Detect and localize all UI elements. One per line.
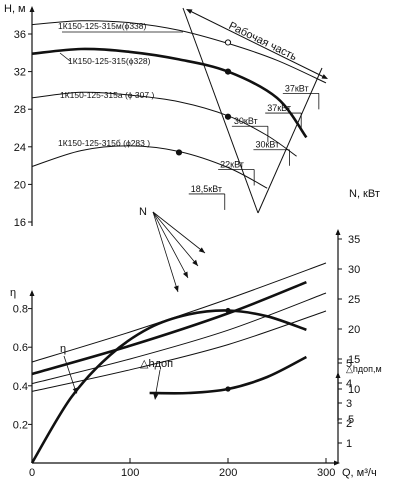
head-curve-label: 1К150-125-315м(ϕ338): [58, 21, 147, 31]
power-label-arrowhead: [192, 259, 198, 266]
npsh-tick-label: 4: [346, 378, 352, 390]
power-label-arrow: [152, 211, 179, 293]
motor-power-label: 30кВт: [234, 116, 258, 126]
head-curve-label: 1К150-125-315а (ϕ 307 ): [60, 90, 154, 100]
head-tick-label: 20: [14, 179, 26, 191]
curves-layer: [30, 7, 328, 464]
duty-point: [224, 39, 232, 46]
efficiency-axis-label: η: [10, 287, 16, 299]
efficiency-curve-label: η: [60, 343, 66, 355]
head-tick-label: 24: [14, 142, 26, 154]
npsh-label-leader: [154, 369, 161, 399]
head-tick-label: 28: [14, 104, 26, 116]
power-tick-label: 20: [348, 324, 360, 336]
head-curve: [31, 47, 308, 139]
q-tick-label: 200: [219, 467, 237, 479]
working-zone-arrow-left: [186, 9, 193, 14]
head-tick-label: 32: [14, 67, 26, 79]
power-axis-label: N, кВт: [349, 188, 380, 200]
npsh-tick-label: 2: [346, 418, 352, 430]
efficiency-tick-label: 0.4: [13, 381, 28, 393]
working-zone-left-boundary: [182, 7, 259, 214]
head-tick-label: 16: [14, 217, 26, 229]
head-curve: [31, 20, 327, 84]
motor-power-label: 37кВт: [285, 83, 309, 93]
head-curve-leader: [59, 52, 71, 62]
power-label-arrow: [152, 211, 189, 279]
head-axis-arrow: [29, 6, 35, 12]
head-axis-label: Н, м: [4, 3, 26, 15]
npsh-tick-label: 1: [346, 438, 352, 450]
head-curve: [31, 91, 297, 157]
q-axis-label: Q, м³/ч: [342, 467, 377, 479]
head-tick-label: 36: [14, 29, 26, 41]
q-tick-label: 300: [317, 467, 335, 479]
power-tick-label: 5: [348, 414, 354, 426]
q-tick-label: 0: [29, 467, 35, 479]
power-tick-label: 30: [348, 264, 360, 276]
efficiency-label-leader: [63, 355, 77, 393]
motor-power-label: 22кВт: [220, 159, 244, 169]
power-tick-label: 35: [348, 234, 360, 246]
efficiency-tick-label: 0.6: [13, 342, 28, 354]
head-curve-label: 1К150-125-315б (ϕ283 ): [58, 138, 150, 148]
power-axis-arrow: [335, 229, 341, 235]
npsh-duty-point: [225, 386, 231, 392]
power-tick-label: 15: [348, 354, 360, 366]
power-label-arrowhead: [173, 285, 179, 292]
efficiency-tick-label: 0.2: [13, 419, 28, 431]
power-curves-label: N: [139, 206, 147, 218]
npsh-tick-label: 5: [346, 358, 352, 370]
power-tick-label: 10: [348, 384, 360, 396]
power-label-arrowhead: [198, 247, 205, 253]
power-curve: [31, 292, 327, 385]
power-curve: [31, 262, 327, 363]
efficiency-curve: [30, 309, 307, 464]
npsh-axis-label: △hдоп,м: [346, 364, 382, 374]
q-tick-label: 100: [121, 467, 139, 479]
npsh-label-arrowhead: [153, 393, 159, 400]
power-label-arrow: [152, 211, 206, 254]
head-curve-label: 1К150-125-315(ϕ328): [68, 56, 151, 66]
efficiency-tick-label: 0.8: [13, 304, 28, 316]
motor-power-label: 37кВт: [267, 103, 291, 113]
npsh-tick-label: 3: [346, 398, 352, 410]
power-tick-label: 25: [348, 294, 360, 306]
power-label-arrow: [152, 211, 199, 267]
working-zone-arrow-line: [187, 9, 327, 79]
working-zone-right-boundary: [257, 67, 323, 214]
working-zone-arrow-right: [321, 74, 328, 79]
duty-point: [224, 68, 232, 75]
duty-point: [175, 149, 183, 156]
efficiency-label-arrowhead: [72, 387, 78, 394]
q-axis-arrow: [334, 460, 340, 466]
power-curve: [31, 280, 307, 376]
motor-power-label: 30кВт: [255, 140, 279, 150]
working-zone-label: Рабочая часть: [227, 20, 299, 63]
power-label-arrowhead: [182, 271, 188, 278]
npsh-axis-arrow: [335, 372, 341, 378]
duty-point: [224, 113, 232, 120]
efficiency-axis-arrow: [29, 290, 35, 296]
motor-power-label: 18,5кВт: [191, 184, 222, 194]
power-curve: [31, 310, 327, 392]
npsh-curve-label: △hдоп: [140, 358, 173, 370]
efficiency-max-point: [225, 307, 231, 314]
